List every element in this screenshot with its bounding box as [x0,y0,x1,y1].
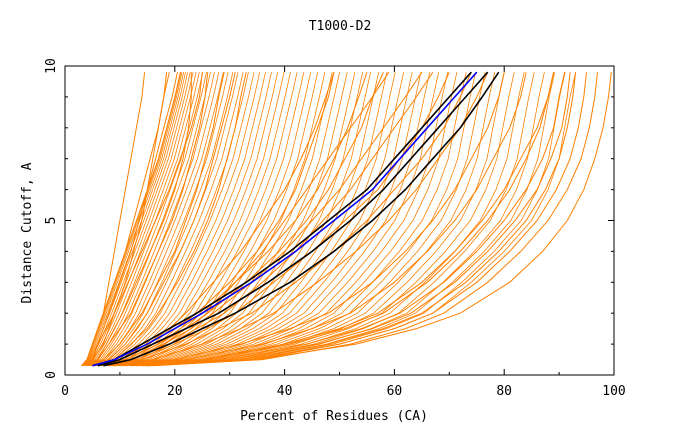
series-line-blue-a [92,71,478,367]
series-line-steep-b [81,72,168,367]
highlight-layer [92,71,500,367]
band-line-14 [88,72,220,367]
band-line-47 [129,72,449,367]
band-line-53 [139,72,505,367]
series-line-mid-f [97,71,434,367]
band-line-39 [117,72,380,367]
band-line-1 [81,72,182,366]
series-line-black-c [103,71,500,367]
band-line-2 [81,72,183,366]
series-layer [81,71,612,367]
band-line-4 [82,72,186,366]
band-line-54 [141,72,515,367]
band-line-44 [124,72,422,367]
band-line-32 [107,72,326,367]
chart-title: T1000-D2 [309,19,372,34]
band-line-28 [102,72,298,367]
band-line-9 [84,72,200,367]
band-line-8 [84,72,197,367]
series-line-flat-c [136,72,571,367]
band-line-37 [114,72,364,367]
band-line-10 [85,72,204,367]
tick-layer: 0 20 40 60 80 100 0 5 10 [44,58,626,399]
band-line-5 [82,72,189,367]
y-tick-label: 0 [44,371,59,379]
series-line-steep-d [86,72,225,367]
band-line-12 [86,72,211,367]
band-layer [81,72,576,367]
band-line-40 [118,72,388,367]
band-line-35 [111,72,348,367]
x-tick-label: 0 [61,384,69,399]
y-tick-label: 10 [44,58,59,74]
series-line-flat-g [147,72,612,367]
series-line-black-a [92,71,472,367]
band-line-16 [89,72,229,367]
band-line-38 [115,72,371,367]
band-line-26 [100,72,285,367]
band-line-20 [93,72,249,367]
band-line-56 [145,72,535,367]
band-line-51 [136,72,486,367]
series-line-flat-d [141,72,577,367]
band-line-60 [152,72,576,367]
band-line-48 [131,72,458,367]
band-line-59 [150,72,566,367]
band-line-31 [106,72,319,367]
x-tick-label: 100 [602,384,625,399]
band-line-13 [87,72,215,367]
series-line-flat-j [108,72,505,367]
band-line-21 [94,72,255,367]
y-tick-label: 5 [44,217,59,225]
band-line-33 [108,72,333,367]
band-line-15 [89,72,224,367]
band-line-52 [138,72,496,367]
band-line-49 [133,72,467,367]
x-tick-label: 40 [277,384,293,399]
x-tick-label: 20 [167,384,183,399]
band-line-55 [143,72,525,367]
band-line-17 [90,72,234,367]
band-line-43 [123,72,413,367]
band-line-27 [101,72,291,367]
series-line-flat-f [152,72,598,367]
band-line-50 [134,72,476,367]
band-line-3 [81,72,184,366]
band-line-42 [121,72,405,367]
band-line-45 [126,72,431,367]
band-line-24 [97,72,272,367]
band-line-36 [112,72,356,367]
x-tick-label: 60 [387,384,403,399]
series-line-mid-j [92,71,384,367]
band-line-34 [110,72,340,367]
band-line-6 [83,72,191,367]
series-line-mid-i [108,71,489,367]
y-axis-label: Distance Cutoff, A [20,162,35,303]
x-tick-label: 80 [496,384,512,399]
series-line-steep-j [81,72,203,367]
band-line-19 [92,72,244,367]
band-line-7 [83,72,194,367]
band-line-11 [86,72,207,367]
band-line-41 [120,72,396,367]
band-line-18 [91,72,239,367]
band-line-30 [104,72,312,367]
series-line-flat-i [114,72,527,367]
x-axis-label: Percent of Residues (CA) [240,409,428,424]
band-line-57 [147,72,545,367]
series-line-black-b [97,71,489,367]
band-line-58 [149,72,556,367]
